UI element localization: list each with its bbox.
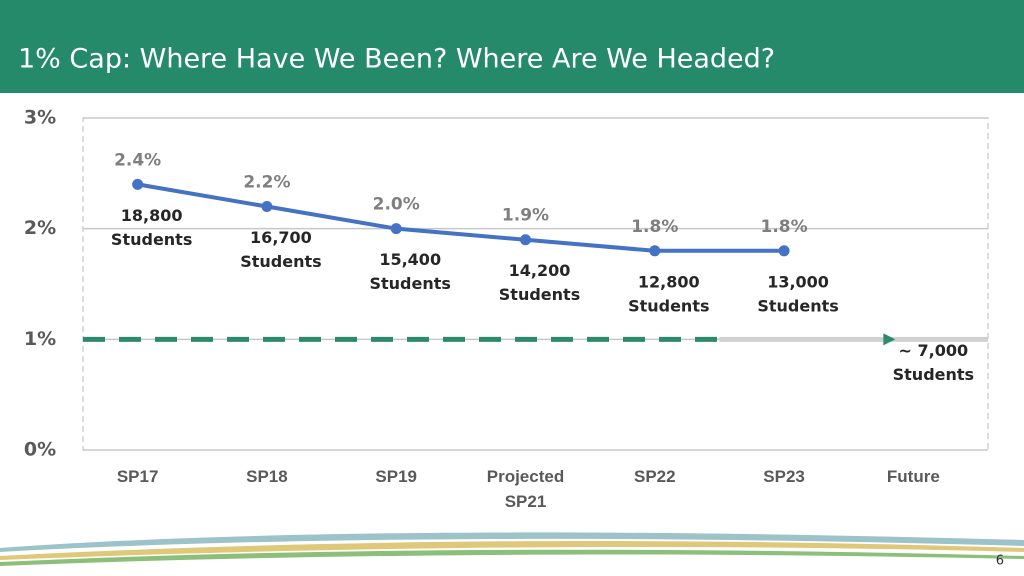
data-point bbox=[261, 201, 273, 213]
x-tick-label: Projected SP21 bbox=[486, 467, 565, 511]
x-tick-label: SP23 bbox=[763, 467, 805, 486]
swoosh bbox=[0, 541, 1024, 560]
y-tick-label: 3% bbox=[24, 107, 56, 129]
data-label: 2.0% bbox=[373, 195, 420, 215]
data-point bbox=[778, 245, 790, 257]
student-label: Students bbox=[240, 252, 321, 271]
data-label: 1.8% bbox=[631, 217, 678, 237]
data-point bbox=[649, 245, 661, 257]
student-label: Students bbox=[499, 285, 580, 304]
student-label: Students bbox=[757, 296, 838, 315]
student-label: Students bbox=[369, 274, 450, 293]
y-tick-label: 0% bbox=[24, 439, 56, 461]
y-tick-label: 2% bbox=[24, 217, 56, 239]
y-tick-label: 1% bbox=[24, 328, 56, 350]
series-line bbox=[137, 182, 785, 253]
student-label: 13,000 bbox=[767, 272, 829, 291]
data-label: 2.4% bbox=[114, 150, 161, 170]
page-number: 6 bbox=[996, 554, 1004, 569]
x-tick-label: Future bbox=[886, 467, 940, 486]
student-label: Students bbox=[893, 365, 974, 384]
data-label: 1.9% bbox=[502, 206, 549, 226]
plot-frame bbox=[82, 117, 989, 451]
data-point bbox=[390, 223, 402, 235]
student-label: Students bbox=[111, 230, 192, 249]
student-label: 18,800 bbox=[121, 206, 183, 225]
student-label: ~ 7,000 bbox=[899, 341, 969, 360]
header-band bbox=[0, 0, 1024, 93]
x-tick-label: SP17 bbox=[116, 467, 159, 486]
x-tick-label: SP22 bbox=[633, 467, 676, 486]
x-tick-label: SP18 bbox=[246, 467, 288, 486]
data-label: 2.2% bbox=[243, 173, 290, 193]
reference-arrow bbox=[883, 333, 896, 346]
student-label: 14,200 bbox=[509, 261, 571, 280]
swoosh bbox=[0, 549, 1024, 566]
student-label: 16,700 bbox=[250, 228, 312, 247]
student-label: 15,400 bbox=[379, 250, 441, 269]
x-tick-label: SP19 bbox=[375, 467, 417, 486]
data-point bbox=[132, 178, 144, 190]
data-point bbox=[520, 234, 531, 246]
swoosh bbox=[0, 532, 1024, 552]
student-label: Students bbox=[628, 296, 709, 315]
data-label: 1.8% bbox=[760, 217, 807, 237]
student-label: 12,800 bbox=[638, 272, 700, 291]
slide-title: 1% Cap: Where Have We Been? Where Are We… bbox=[18, 44, 775, 75]
